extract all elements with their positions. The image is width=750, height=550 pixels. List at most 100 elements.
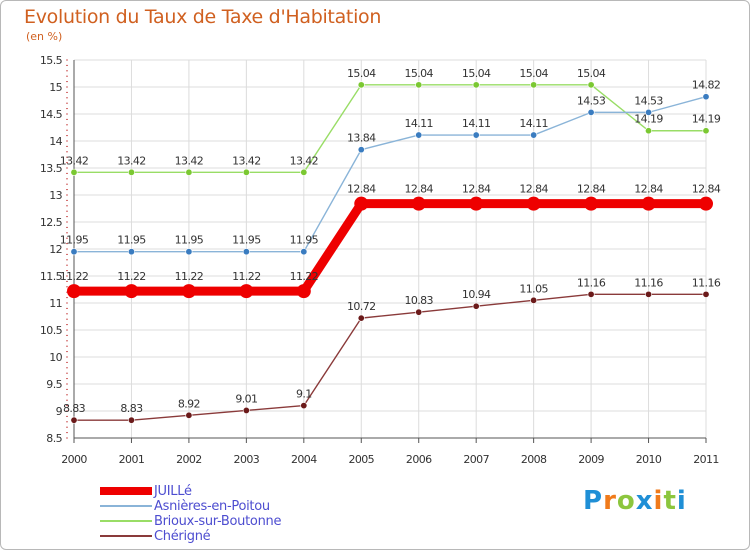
y-tick-label: 8.5 — [46, 432, 62, 445]
data-point — [242, 248, 250, 256]
data-label: 13.84 — [347, 132, 376, 145]
y-tick-label: 15.5 — [40, 54, 63, 67]
data-point — [70, 168, 78, 176]
data-label: 10.72 — [347, 300, 376, 313]
data-label: 14.19 — [634, 113, 663, 126]
data-point — [415, 131, 423, 139]
data-point — [67, 284, 81, 299]
x-tick-label: 2009 — [578, 453, 604, 466]
data-label: 15.04 — [404, 67, 433, 80]
y-tick-label: 11.5 — [40, 270, 63, 283]
data-label: 14.11 — [404, 117, 433, 130]
data-point — [411, 196, 426, 211]
data-label: 11.22 — [290, 270, 319, 283]
data-point — [357, 146, 365, 154]
data-label: 10.83 — [404, 294, 433, 307]
x-tick-label: 2002 — [176, 453, 202, 466]
data-point — [587, 108, 595, 116]
data-point — [124, 284, 139, 299]
data-point — [702, 127, 710, 135]
data-label: 11.16 — [692, 276, 721, 289]
data-label: 11.22 — [60, 270, 89, 283]
data-point — [357, 81, 365, 89]
data-label: 14.53 — [577, 94, 606, 107]
legend-swatch — [100, 487, 152, 495]
data-point — [469, 196, 484, 211]
y-tick-label: 11 — [49, 297, 62, 310]
data-label: 11.95 — [117, 234, 146, 247]
logo-letter: o — [616, 486, 636, 516]
logo-letter: i — [653, 486, 664, 516]
data-point — [530, 131, 538, 139]
x-tick-label: 2001 — [119, 453, 145, 466]
data-label: 12.84 — [634, 183, 663, 196]
data-point — [70, 248, 78, 256]
legend-label: Brioux-sur-Boutonne — [154, 514, 282, 529]
y-tick-label: 12 — [49, 243, 62, 256]
data-point — [127, 168, 135, 176]
data-point — [645, 108, 653, 116]
data-point — [702, 93, 710, 101]
y-tick-label: 12.5 — [40, 216, 63, 229]
chart-title: Evolution du Taux de Taxe d'Habitation — [24, 6, 382, 28]
y-tick-label: 10.5 — [40, 324, 63, 337]
x-tick-label: 2003 — [234, 453, 260, 466]
data-label: 11.22 — [175, 270, 204, 283]
data-label: 11.95 — [290, 234, 319, 247]
data-point — [242, 168, 250, 176]
series-lines — [67, 81, 713, 424]
data-point — [300, 402, 308, 410]
x-tick-label: 2008 — [521, 453, 547, 466]
axes: 8.5 9 9.5 10 10.5 11 11.5 12 12.5 13 13.5 14 14.5 15 1… — [40, 54, 719, 466]
logo-letter: x — [635, 486, 654, 516]
data-label: 11.16 — [577, 276, 606, 289]
data-label: 15.04 — [519, 67, 548, 80]
data-label: 8.92 — [178, 397, 200, 410]
data-label: 12.84 — [692, 183, 721, 196]
x-tick-label: 2006 — [406, 453, 432, 466]
series-line-2 — [73, 84, 707, 174]
y-tick-label: 9 — [56, 405, 63, 418]
y-tick-label: 14 — [49, 135, 62, 148]
unit-label: (en %) — [26, 30, 63, 43]
data-point — [641, 196, 656, 211]
data-point — [587, 290, 595, 298]
grid — [73, 59, 707, 439]
x-tick-label: 2005 — [348, 453, 374, 466]
brand-logo: Proxiti — [583, 486, 687, 516]
data-label: 13.42 — [60, 154, 89, 167]
data-point — [645, 127, 653, 135]
y-tick-label: 13.5 — [40, 162, 63, 175]
data-point — [587, 81, 595, 89]
legend-swatch — [100, 535, 152, 537]
data-label: 15.04 — [462, 67, 491, 80]
data-point — [296, 284, 311, 299]
data-label: 11.95 — [232, 234, 261, 247]
data-label: 11.22 — [232, 270, 261, 283]
data-point — [357, 314, 365, 322]
data-point — [300, 168, 308, 176]
data-point — [415, 81, 423, 89]
data-point — [584, 196, 599, 211]
series-line-1 — [73, 96, 707, 253]
line-chart: 8.5 9 9.5 10 10.5 11 11.5 12 12.5 13 13.5 14 14.5 15 1… — [40, 54, 722, 466]
data-label: 9.1 — [296, 388, 312, 401]
data-label: 13.42 — [232, 154, 261, 167]
data-label: 14.19 — [692, 113, 721, 126]
data-label: 15.04 — [347, 67, 376, 80]
data-label: 12.84 — [462, 183, 491, 196]
data-label: 12.84 — [347, 183, 376, 196]
data-point — [300, 248, 308, 256]
data-point — [242, 406, 250, 414]
data-point — [472, 131, 480, 139]
data-point — [702, 290, 710, 298]
data-label: 11.16 — [634, 276, 663, 289]
y-tick-label: 9.5 — [46, 378, 62, 391]
series-line-3 — [73, 293, 707, 421]
legend-swatch — [100, 520, 152, 522]
data-point — [127, 248, 135, 256]
logo-letter: P — [583, 486, 604, 516]
data-label: 15.04 — [577, 67, 606, 80]
data-labels: 8.83 8.83 8.92 9.01 9.1 10.72 10.83 10.94 11.05 1… — [60, 67, 722, 415]
